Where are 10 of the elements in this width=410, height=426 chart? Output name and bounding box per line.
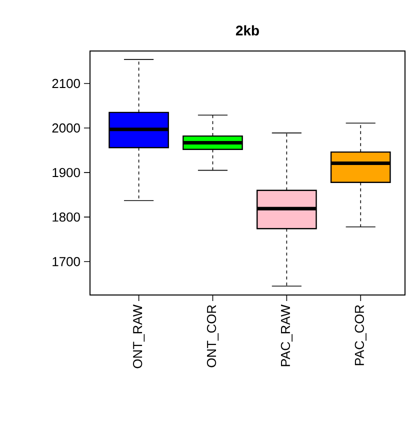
x-tick-label: PAC_RAW <box>280 304 293 366</box>
y-tick-label: 2100 <box>52 78 80 88</box>
y-tick-label: 1900 <box>52 168 80 178</box>
y-tick-label: 1700 <box>52 257 80 266</box>
chart-title: 2kb <box>236 25 259 36</box>
y-tick-label: 2000 <box>52 123 80 133</box>
x-tick-label: ONT_RAW <box>132 304 145 368</box>
y-tick-label: 1800 <box>52 212 80 222</box>
x-tick-label: ONT_COR <box>206 305 219 368</box>
x-tick-label: PAC_COR <box>354 305 366 366</box>
